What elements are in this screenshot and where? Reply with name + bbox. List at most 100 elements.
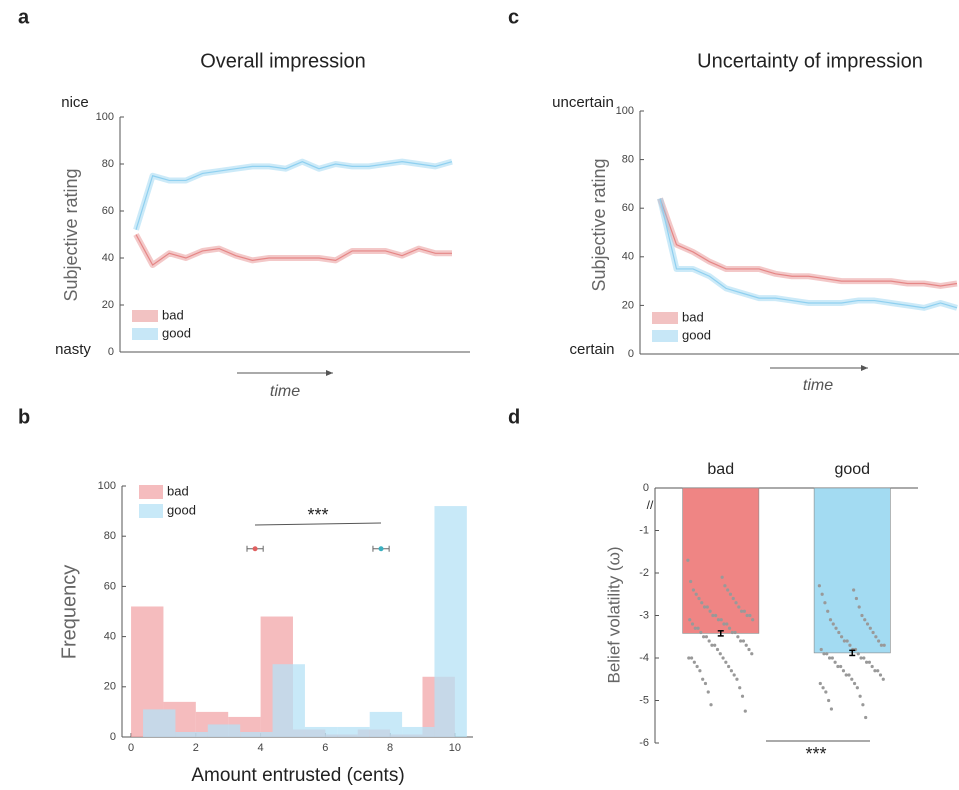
data-point [700, 601, 704, 605]
data-point [709, 703, 713, 707]
data-point [824, 690, 828, 694]
data-point [733, 630, 737, 635]
data-point [859, 656, 863, 660]
line [659, 198, 958, 287]
histogram-bar [434, 506, 467, 737]
data-point [735, 677, 739, 681]
data-point [694, 592, 698, 596]
y-tick-label: 20 [104, 681, 116, 693]
histogram-bar [207, 724, 241, 737]
data-point [876, 669, 880, 673]
data-point [750, 652, 754, 656]
data-point [692, 660, 696, 664]
legend-swatch [132, 328, 158, 340]
data-point [689, 579, 693, 584]
data-point [827, 698, 831, 703]
significance-line [254, 522, 382, 526]
data-point [704, 635, 708, 639]
data-point [860, 613, 864, 618]
data-point [871, 630, 875, 635]
line-band [133, 233, 452, 269]
data-point [696, 626, 700, 630]
histogram-bar [337, 726, 370, 737]
y-top-label: nice [61, 94, 89, 111]
data-point [687, 656, 691, 660]
data-point [702, 635, 706, 639]
data-point [707, 639, 711, 643]
data-point [713, 643, 717, 647]
x-axis-label: Amount entrusted (cents) [191, 765, 404, 786]
line [135, 160, 453, 230]
data-point [877, 639, 881, 643]
data-point [864, 715, 868, 720]
data-point [690, 622, 695, 626]
data-point [751, 618, 755, 622]
y-tick-label: -6 [639, 737, 649, 749]
data-point [847, 673, 851, 677]
data-point [855, 686, 859, 690]
data-point [737, 605, 741, 609]
histogram-bar [369, 711, 403, 737]
x-tick-label: 6 [322, 742, 328, 754]
data-point [842, 639, 846, 643]
line-band [657, 197, 958, 311]
legend-swatch [652, 330, 678, 342]
y-top-label: uncertain [552, 94, 614, 111]
data-point [854, 596, 859, 601]
x-tick-label: 10 [449, 742, 461, 754]
histogram-bar [402, 726, 435, 737]
data-point [695, 664, 699, 669]
data-point [699, 630, 703, 635]
data-point [744, 643, 748, 647]
y-axis-label: Subjective rating [61, 168, 81, 301]
data-point [827, 656, 832, 660]
data-point [865, 622, 870, 626]
y-tick-label: 40 [102, 252, 114, 264]
bar [813, 487, 891, 654]
data-point [839, 664, 843, 669]
data-point [702, 605, 707, 609]
data-point [822, 652, 826, 656]
panel-label: c [508, 6, 519, 28]
data-point [732, 673, 736, 677]
chart-title: Overall impression [200, 50, 366, 72]
legend-label: good [167, 502, 196, 517]
data-point [878, 673, 883, 677]
data-point [825, 652, 829, 656]
data-point [721, 656, 725, 660]
y-tick-label: 80 [622, 154, 634, 166]
data-point [828, 618, 833, 622]
data-point [731, 596, 735, 601]
y-tick-label: -5 [639, 694, 649, 706]
data-point [693, 626, 697, 630]
axis-break: // [647, 498, 654, 512]
data-point [748, 613, 752, 618]
data-point [730, 630, 734, 635]
panel-label: b [18, 406, 30, 428]
data-point [703, 681, 708, 686]
data-point [870, 664, 874, 669]
data-point [729, 669, 733, 673]
data-point [834, 626, 838, 630]
y-tick-label: 0 [643, 482, 649, 494]
data-point [852, 588, 856, 592]
panel-label: a [18, 6, 30, 28]
y-tick-label: 60 [622, 202, 634, 214]
y-tick-label: 100 [98, 480, 116, 492]
legend-swatch [139, 485, 163, 499]
data-point [686, 558, 690, 562]
x-tick-label: 2 [193, 742, 199, 754]
data-point [736, 635, 740, 639]
data-point [738, 686, 742, 690]
y-tick-label: 100 [96, 111, 114, 123]
significance: *** [805, 744, 826, 764]
data-point [689, 656, 694, 660]
x-tick-label: 0 [128, 742, 134, 754]
y-tick-label: -3 [639, 609, 649, 621]
y-tick-label: 0 [110, 731, 116, 743]
category-label: bad [707, 461, 734, 478]
histogram-bar [240, 731, 273, 737]
legend-label: bad [167, 483, 189, 498]
data-point [873, 669, 877, 673]
data-point [701, 677, 705, 681]
